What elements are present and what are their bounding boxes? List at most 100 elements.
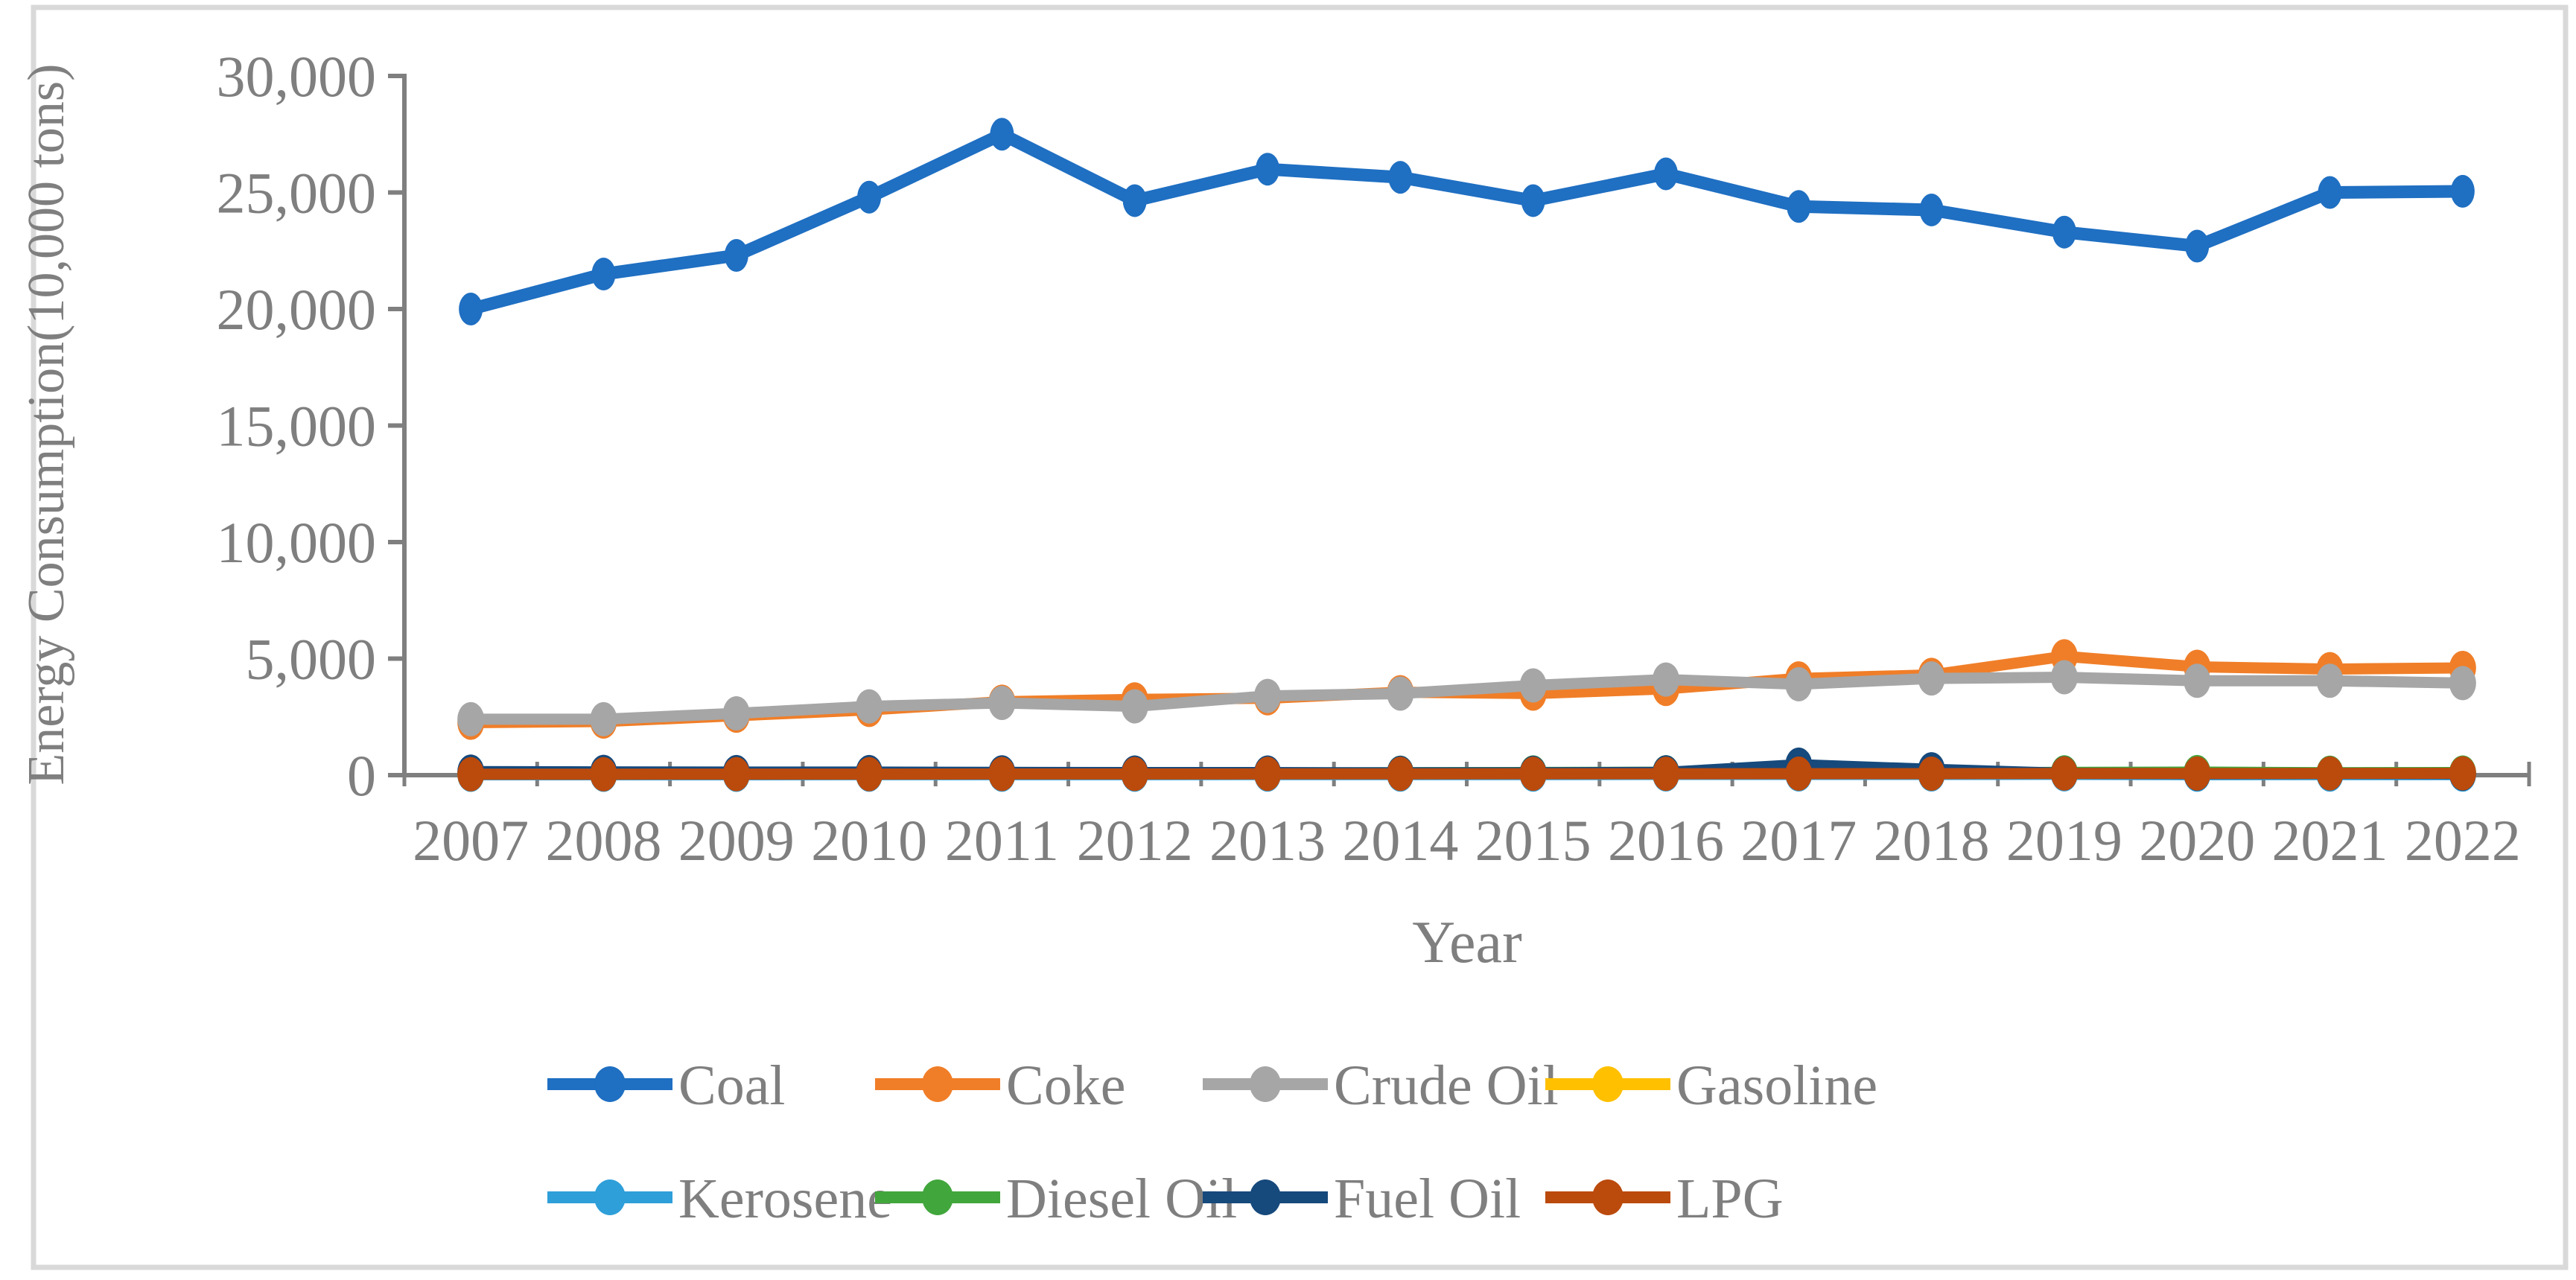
legend-item-coke: Coke: [875, 1054, 1125, 1117]
data-point-marker: [1388, 161, 1413, 194]
legend-marker: [1592, 1066, 1623, 1102]
legend-item-lpg: LPG: [1545, 1168, 1784, 1230]
data-point-marker: [591, 258, 616, 291]
data-point-marker: [1122, 184, 1147, 217]
figure-border: [31, 4, 2569, 1270]
data-point-marker: [2450, 174, 2475, 208]
data-point-marker: [1918, 756, 1945, 791]
data-point-marker: [856, 757, 883, 792]
data-point-marker: [1918, 661, 1945, 696]
x-tick-label: 2016: [1608, 808, 1724, 873]
legend: Coal Coke Crude Oil Gasoline Kerosene Diesel …: [547, 1054, 1877, 1230]
data-point-marker: [2052, 215, 2076, 249]
data-point-marker: [457, 701, 485, 736]
data-point-marker: [2050, 660, 2078, 695]
y-tick-label: 30,000: [217, 44, 377, 109]
data-point-marker: [459, 293, 483, 325]
x-tick-label: 2010: [811, 808, 927, 873]
data-point-marker: [1519, 757, 1547, 792]
x-tick-label: 2019: [2006, 808, 2122, 873]
legend-label: Gasoline: [1676, 1054, 1877, 1117]
series-line-crude-oil: [465, 672, 2469, 725]
data-point-marker: [1919, 193, 1944, 226]
data-point-marker: [590, 757, 617, 792]
data-point-marker: [2316, 663, 2344, 698]
x-tick-label: 2022: [2405, 808, 2521, 873]
data-point-marker: [2316, 756, 2344, 791]
data-point-marker: [722, 757, 750, 792]
legend-item-coal: Coal: [547, 1054, 786, 1117]
data-point-marker: [857, 180, 882, 214]
legend-label: LPG: [1676, 1168, 1784, 1230]
x-tick-label: 2018: [1874, 808, 1990, 873]
legend-label: Kerosene: [678, 1168, 892, 1230]
data-point-marker: [2184, 663, 2211, 698]
x-tick-label: 2007: [413, 808, 529, 873]
data-point-marker: [1254, 678, 1282, 713]
x-axis-title: Year: [1412, 910, 1521, 975]
series-group: [457, 118, 2476, 792]
data-point-marker: [457, 757, 485, 792]
data-point-marker: [1387, 757, 1414, 792]
x-tick-label: 2020: [2139, 808, 2255, 873]
series-line-lpg: [465, 767, 2469, 780]
legend-item-kerosene: Kerosene: [547, 1168, 892, 1230]
data-point-marker: [1256, 153, 1280, 186]
legend-label: Crude Oil: [1334, 1054, 1559, 1117]
y-tick-label: 15,000: [217, 394, 377, 459]
legend-label: Diesel Oil: [1006, 1168, 1237, 1230]
x-tick-label: 2017: [1740, 808, 1857, 873]
data-point-marker: [1785, 756, 1813, 791]
data-point-marker: [1521, 184, 1545, 217]
series-line-coal: [464, 127, 2470, 316]
y-tick-label: 10,000: [217, 510, 377, 575]
data-point-marker: [2318, 176, 2342, 209]
data-point-marker: [1652, 757, 1679, 792]
data-point-marker: [2185, 229, 2210, 263]
data-point-marker: [1254, 757, 1282, 792]
axes: 0 5,000 10,000 15,000 20,000 25,000 30,000 2007…: [217, 44, 2531, 873]
y-axis-title: Energy Consumption(10,000 tons): [18, 64, 75, 786]
data-point-marker: [2050, 756, 2078, 791]
x-tick-label: 2021: [2272, 808, 2388, 873]
y-tick-label: 20,000: [217, 277, 377, 342]
x-tick-label: 2008: [545, 808, 661, 873]
x-tick-label: 2014: [1342, 808, 1458, 873]
legend-marker: [1592, 1179, 1623, 1215]
data-point-marker: [1653, 157, 1678, 191]
legend-marker: [922, 1066, 953, 1102]
legend-label: Coal: [678, 1054, 786, 1117]
y-tick-label: 0: [347, 743, 376, 808]
legend-marker: [594, 1066, 626, 1102]
legend-marker: [1250, 1179, 1281, 1215]
x-tick-label: 2009: [678, 808, 795, 873]
data-point-marker: [1387, 676, 1414, 711]
data-point-marker: [722, 696, 750, 731]
data-point-marker: [590, 701, 617, 736]
data-point-marker: [1519, 668, 1547, 703]
data-point-marker: [1121, 689, 1148, 724]
data-point-marker: [1652, 662, 1679, 697]
legend-marker: [1250, 1066, 1281, 1102]
legend-marker: [594, 1179, 626, 1215]
legend-label: Coke: [1006, 1054, 1125, 1117]
data-point-marker: [2184, 756, 2211, 791]
x-tick-label: 2012: [1077, 808, 1193, 873]
data-point-marker: [988, 685, 1016, 720]
legend-item-fuel-oil: Fuel Oil: [1203, 1168, 1521, 1230]
y-tick-label: 5,000: [246, 627, 377, 692]
data-point-marker: [2449, 666, 2476, 701]
x-tick-label: 2015: [1475, 808, 1591, 873]
y-tick-label: 25,000: [217, 161, 377, 226]
data-point-marker: [1785, 666, 1813, 701]
x-tick-label: 2011: [945, 808, 1059, 873]
data-point-marker: [990, 118, 1014, 151]
legend-item-gasoline: Gasoline: [1545, 1054, 1877, 1117]
legend-label: Fuel Oil: [1334, 1168, 1521, 1230]
data-point-marker: [724, 239, 748, 273]
data-point-marker: [2449, 756, 2476, 791]
legend-item-crude-oil: Crude Oil: [1203, 1054, 1559, 1117]
data-point-marker: [856, 689, 883, 724]
